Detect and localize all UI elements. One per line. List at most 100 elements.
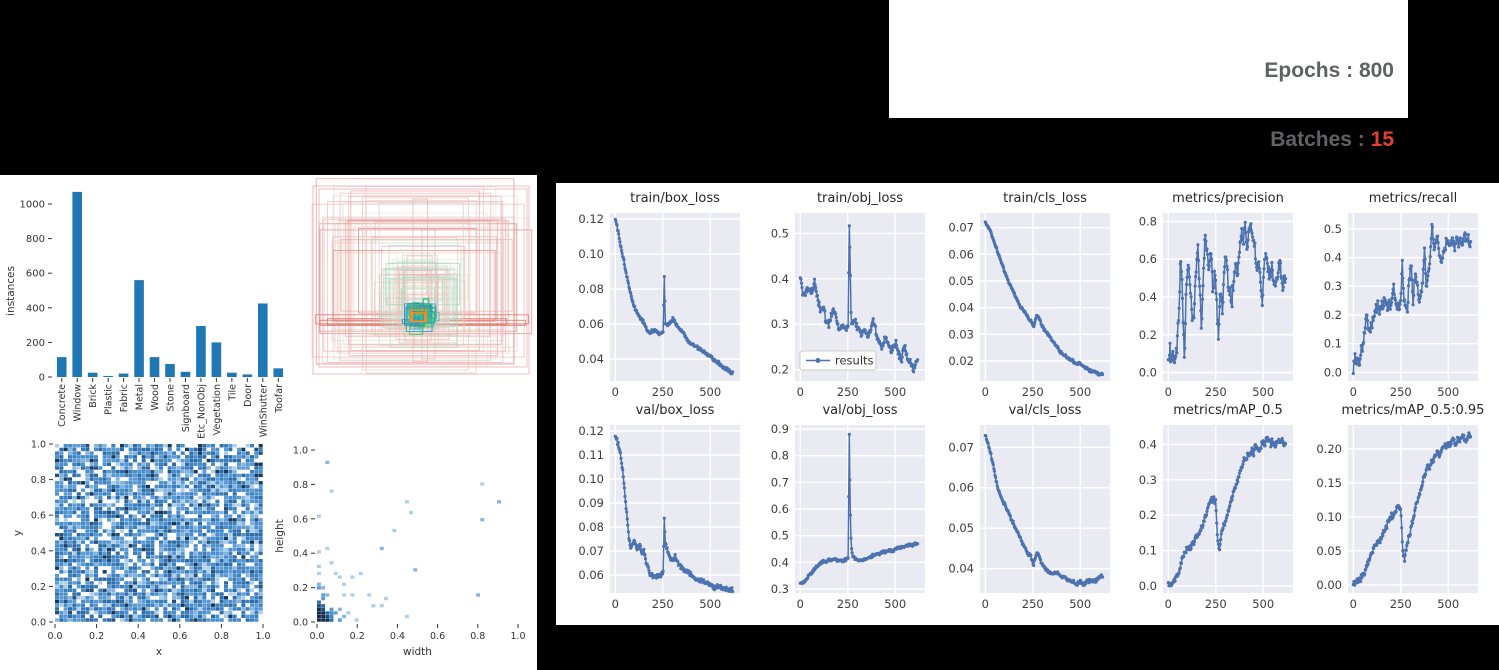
train-cls-loss-chart: 0 250 500 0.02 0.03 0.04 0.05 0.06 0.07 bbox=[948, 213, 1110, 399]
svg-text:250: 250 bbox=[1390, 385, 1412, 399]
svg-text:x: x bbox=[156, 646, 162, 658]
svg-text:0.0: 0.0 bbox=[1139, 366, 1157, 380]
svg-text:0.06: 0.06 bbox=[948, 481, 974, 495]
plot-title: metrics/mAP_0.5:0.95 bbox=[1341, 403, 1485, 418]
svg-text:Tile: Tile bbox=[227, 384, 238, 402]
subplot-val-box-loss: val/box_loss 0 250 500 0.06 0.07 0.08 0.09 0.10 0… bbox=[560, 401, 750, 613]
metrics-precision-chart: 0 250 500 0.0 0.2 0.4 0.6 0.8 bbox=[1139, 213, 1293, 399]
svg-text:0.2: 0.2 bbox=[771, 363, 789, 377]
svg-text:0.4: 0.4 bbox=[771, 272, 789, 286]
svg-text:500: 500 bbox=[699, 597, 721, 611]
plot-title: train/box_loss bbox=[630, 191, 720, 206]
svg-text:0.3: 0.3 bbox=[771, 317, 789, 331]
svg-text:0: 0 bbox=[612, 385, 619, 399]
svg-text:0.6: 0.6 bbox=[771, 502, 789, 516]
svg-text:0.12: 0.12 bbox=[578, 212, 604, 226]
svg-text:0.3: 0.3 bbox=[1324, 279, 1342, 293]
info-line-batches: Batches : 15 bbox=[1270, 128, 1394, 151]
val-obj-loss-chart: 0 250 500 0.3 0.4 0.5 0.6 0.7 0.8 0.9 bbox=[771, 422, 925, 611]
svg-text:0.08: 0.08 bbox=[578, 282, 604, 296]
svg-text:0.8: 0.8 bbox=[470, 631, 485, 642]
svg-text:0.0: 0.0 bbox=[1139, 579, 1157, 593]
svg-text:0.4: 0.4 bbox=[771, 555, 789, 569]
svg-text:0.0: 0.0 bbox=[293, 618, 308, 629]
svg-text:600: 600 bbox=[26, 269, 45, 280]
svg-text:results: results bbox=[835, 354, 874, 368]
svg-text:0: 0 bbox=[1350, 385, 1357, 399]
subplot-train-cls-loss: train/cls_loss 0 250 500 0.02 0.03 0.04 0.05 0.0… bbox=[930, 189, 1120, 401]
svg-text:0.06: 0.06 bbox=[948, 247, 974, 261]
svg-text:0.0: 0.0 bbox=[47, 631, 62, 642]
plot-title: metrics/mAP_0.5 bbox=[1173, 403, 1283, 418]
svg-text:0.0: 0.0 bbox=[31, 618, 46, 629]
svg-text:0.05: 0.05 bbox=[948, 521, 974, 535]
svg-text:250: 250 bbox=[652, 597, 674, 611]
subplot-metrics-map0595: metrics/mAP_0.5:0.95 0 250 500 0.00 0.05 0.10 0… bbox=[1298, 401, 1488, 613]
val-cls-loss-chart: 0 250 500 0.04 0.05 0.06 0.07 bbox=[948, 425, 1110, 611]
svg-text:0.6: 0.6 bbox=[31, 511, 46, 522]
plot-title: metrics/precision bbox=[1172, 191, 1284, 206]
svg-text:250: 250 bbox=[1205, 385, 1227, 399]
svg-text:0.00: 0.00 bbox=[1316, 578, 1342, 592]
batches-value-highlight: 15 bbox=[1370, 128, 1394, 151]
svg-text:250: 250 bbox=[1022, 597, 1044, 611]
plot-title: train/obj_loss bbox=[816, 191, 904, 206]
svg-text:0.3: 0.3 bbox=[771, 582, 789, 596]
svg-text:0.8: 0.8 bbox=[293, 480, 308, 491]
svg-text:Plastic: Plastic bbox=[104, 384, 115, 415]
svg-text:0.09: 0.09 bbox=[578, 496, 604, 510]
svg-text:0: 0 bbox=[1350, 597, 1357, 611]
svg-text:500: 500 bbox=[1069, 597, 1091, 611]
metrics-recall-chart: 0 250 500 0.0 0.1 0.2 0.3 0.4 0.5 bbox=[1324, 213, 1478, 399]
svg-text:height: height bbox=[274, 519, 286, 552]
svg-text:Etc_NonObj: Etc_NonObj bbox=[196, 384, 207, 439]
svg-text:0.08: 0.08 bbox=[578, 520, 604, 534]
svg-text:0.10: 0.10 bbox=[578, 472, 604, 486]
svg-text:0.2: 0.2 bbox=[1139, 508, 1157, 522]
svg-text:0.5: 0.5 bbox=[1324, 222, 1342, 236]
svg-text:0.03: 0.03 bbox=[948, 327, 974, 341]
svg-text:0.4: 0.4 bbox=[293, 549, 308, 560]
svg-text:0: 0 bbox=[797, 597, 804, 611]
svg-text:400: 400 bbox=[26, 303, 45, 314]
svg-text:0.07: 0.07 bbox=[948, 440, 974, 454]
svg-text:1000: 1000 bbox=[20, 200, 45, 211]
svg-text:0.04: 0.04 bbox=[578, 352, 604, 366]
svg-text:0.11: 0.11 bbox=[578, 448, 604, 462]
metrics-map05-chart: 0 250 500 0.0 0.1 0.2 0.3 0.4 bbox=[1139, 425, 1293, 611]
svg-text:y: y bbox=[12, 530, 24, 536]
svg-text:Door: Door bbox=[243, 384, 254, 407]
svg-text:Concrete: Concrete bbox=[57, 384, 68, 427]
subplot-metrics-map05: metrics/mAP_0.5 0 250 500 0.0 0.1 0.2 0.3 0.4 bbox=[1113, 401, 1303, 613]
svg-text:0.06: 0.06 bbox=[578, 568, 604, 582]
svg-text:250: 250 bbox=[652, 385, 674, 399]
svg-text:500: 500 bbox=[1437, 385, 1459, 399]
svg-text:0.10: 0.10 bbox=[578, 247, 604, 261]
svg-text:250: 250 bbox=[837, 385, 859, 399]
svg-text:0.4: 0.4 bbox=[1139, 437, 1157, 451]
subplot-train-obj-loss: train/obj_loss 0 250 500 0.2 0.3 0.4 0.5 results bbox=[745, 189, 935, 401]
svg-text:0.4: 0.4 bbox=[131, 631, 146, 642]
svg-text:0.1: 0.1 bbox=[1324, 337, 1342, 351]
svg-text:500: 500 bbox=[884, 385, 906, 399]
svg-text:Wood: Wood bbox=[150, 384, 161, 411]
subplot-val-obj-loss: val/obj_loss 0 250 500 0.3 0.4 0.5 0.6 0.7 0.8 0.9 bbox=[745, 401, 935, 613]
svg-text:Metal: Metal bbox=[135, 384, 146, 410]
svg-text:0.5: 0.5 bbox=[771, 226, 789, 240]
svg-text:500: 500 bbox=[699, 385, 721, 399]
svg-text:0.8: 0.8 bbox=[771, 449, 789, 463]
results-figure-panel: train/box_loss 0 250 500 0.04 0.06 0.08 0.10 0.1… bbox=[556, 183, 1499, 625]
svg-text:0.04: 0.04 bbox=[948, 301, 974, 315]
plot-title: val/box_loss bbox=[635, 403, 715, 418]
svg-text:instances: instances bbox=[5, 266, 17, 316]
plot-title: val/obj_loss bbox=[822, 403, 898, 418]
metrics-map0595-chart: 0 250 500 0.00 0.05 0.10 0.15 0.20 bbox=[1316, 425, 1478, 611]
info-line-epochs: Epochs : 800 bbox=[1264, 59, 1394, 82]
plot-title: train/cls_loss bbox=[1003, 191, 1087, 206]
subplot-train-box-loss: train/box_loss 0 250 500 0.04 0.06 0.08 0.10 0.1… bbox=[560, 189, 750, 401]
svg-text:Vegetation: Vegetation bbox=[212, 384, 223, 435]
svg-text:200: 200 bbox=[26, 338, 45, 349]
svg-text:0.7: 0.7 bbox=[771, 475, 789, 489]
svg-text:0.06: 0.06 bbox=[578, 317, 604, 331]
svg-text:0.4: 0.4 bbox=[31, 546, 46, 557]
